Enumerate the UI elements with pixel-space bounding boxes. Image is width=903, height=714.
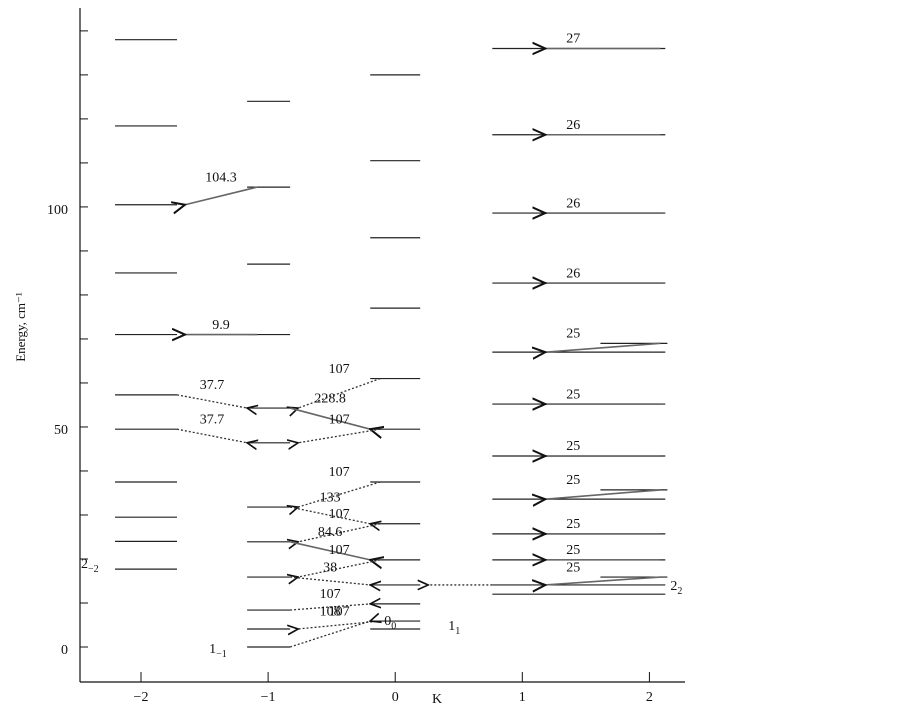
state-label: 11 [448,619,460,637]
transition-label: 25 [566,439,580,454]
transition-label: 84.6 [318,525,343,540]
transition-label: 108 [320,604,341,619]
transition-arrow [289,506,370,524]
state-label: 22 [670,579,682,597]
transition-label: 26 [566,196,580,211]
transition-arrow [289,541,370,560]
transition-arrow [290,604,370,611]
transition-label: 9.9 [212,318,230,333]
transition-arrow [545,489,661,499]
transition-label: 25 [566,387,580,402]
y-tick-label: 50 [54,423,68,438]
transition-arrow [185,186,258,205]
transition-label: 107 [329,412,350,427]
transition-label: 26 [566,118,580,133]
transition-label: 107 [329,362,350,377]
y-tick-label: 0 [61,643,68,658]
transition-label: 133 [320,490,341,505]
state-label-main: 0 [384,614,391,629]
state-label-sub: 0 [391,621,396,632]
y-tick-label: 100 [47,203,68,218]
state-label-main: 1 [209,642,216,657]
state-label-sub: 2 [677,586,682,597]
transition-arrow [298,559,381,577]
y-axis-label: Energy, cm⁻¹ [13,292,28,362]
transition-arrow [545,342,661,352]
state-label-sub: −1 [216,649,227,660]
transition-label: 25 [566,560,580,575]
transition-arrow [289,621,370,648]
x-axis-label: K [432,692,442,707]
transition-arrow [176,394,247,408]
state-label-main: 1 [448,619,455,634]
transition-label: 25 [566,517,580,532]
transition-arrow [289,407,370,429]
transition-label: 26 [566,266,580,281]
transition-label: 25 [566,473,580,488]
transition-label: 37.7 [200,378,225,393]
state-label: 1−1 [209,642,227,660]
x-tick-label: 1 [519,690,526,705]
state-label-sub: 1 [455,626,460,637]
transition-label: 38 [323,560,337,575]
transition-label: 25 [566,327,580,342]
transition-arrow [545,576,661,585]
state-label-main: 2 [670,579,677,594]
transition-label: 104.3 [205,170,237,185]
state-label-main: 2 [81,557,88,572]
transition-label: 107 [329,507,350,522]
state-label-sub: −2 [88,564,99,575]
transition-label: 107 [320,587,341,602]
transition-label: 107 [329,604,350,619]
transition-label: 37.7 [200,412,225,427]
transition-arrow [298,428,381,443]
transition-label: 27 [566,32,580,47]
x-tick-label: 0 [392,690,399,705]
transition-label: 107 [329,465,350,480]
x-tick-label: −1 [261,690,276,705]
transition-arrow [290,576,370,585]
transition-label: 107 [329,543,350,558]
x-tick-label: −2 [134,690,149,705]
state-label: 00 [384,614,396,632]
transition-label: 25 [566,543,580,558]
x-tick-label: 2 [646,690,653,705]
state-label: 2−2 [81,557,99,575]
transition-arrow [176,428,247,443]
transition-arrow [298,377,381,408]
transition-label: 228.8 [314,391,346,406]
